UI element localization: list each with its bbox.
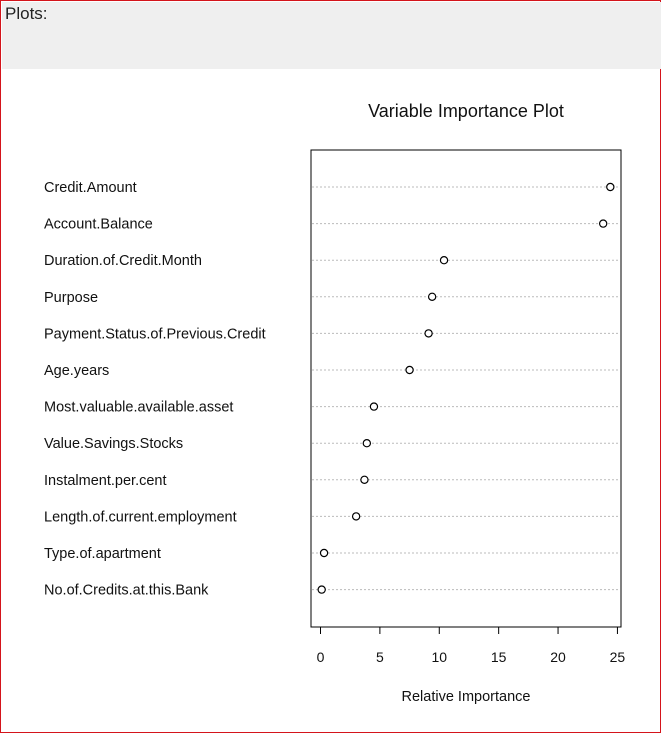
variable-label: Instalment.per.cent [44,473,167,489]
data-point [424,329,433,338]
variable-label: Age.years [44,363,109,379]
plots-header-title: Plots: [5,4,48,23]
variable-label: Duration.of.Credit.Month [44,253,202,269]
data-point [405,365,414,375]
variable-label: Length.of.current.employment [44,509,237,525]
data-point [360,475,369,484]
data-point [362,439,372,448]
variable-label: Account.Balance [44,217,153,233]
data-point [598,219,608,228]
chart-title: Variable Importance Plot [368,101,564,121]
variable-label: No.of.Credits.at.this.Bank [44,583,209,599]
data-point [427,292,437,301]
variable-label: Purpose [44,290,98,306]
x-tick-label: 10 [431,649,447,665]
plots-header-bar: Plots: [2,2,661,69]
x-tick-label: 20 [550,649,566,665]
gridlines [312,186,620,591]
data-point [351,512,361,521]
x-tick-label: 5 [376,649,384,665]
x-axis: 0 5 10 15 20 25 [317,626,626,665]
variable-label: Most.valuable.available.asset [44,400,233,416]
x-axis-label: Relative Importance [402,689,531,705]
variable-label: Payment.Status.of.Previous.Credit [44,326,266,342]
variable-label: Type.of.apartment [44,546,161,562]
variable-label: Value.Savings.Stocks [44,436,183,452]
data-point [439,256,449,265]
x-tick-label: 0 [317,649,325,665]
data-point [319,548,329,558]
data-point [317,585,326,594]
x-tick-label: 15 [491,649,507,665]
data-point [369,402,379,411]
x-tick-label: 25 [610,649,626,665]
data-point [606,182,615,192]
variable-label: Credit.Amount [44,180,137,196]
plot-frame [310,149,622,628]
variable-labels: Credit.Amount Account.Balance Duration.of.… [44,180,266,599]
data-points [317,182,615,594]
